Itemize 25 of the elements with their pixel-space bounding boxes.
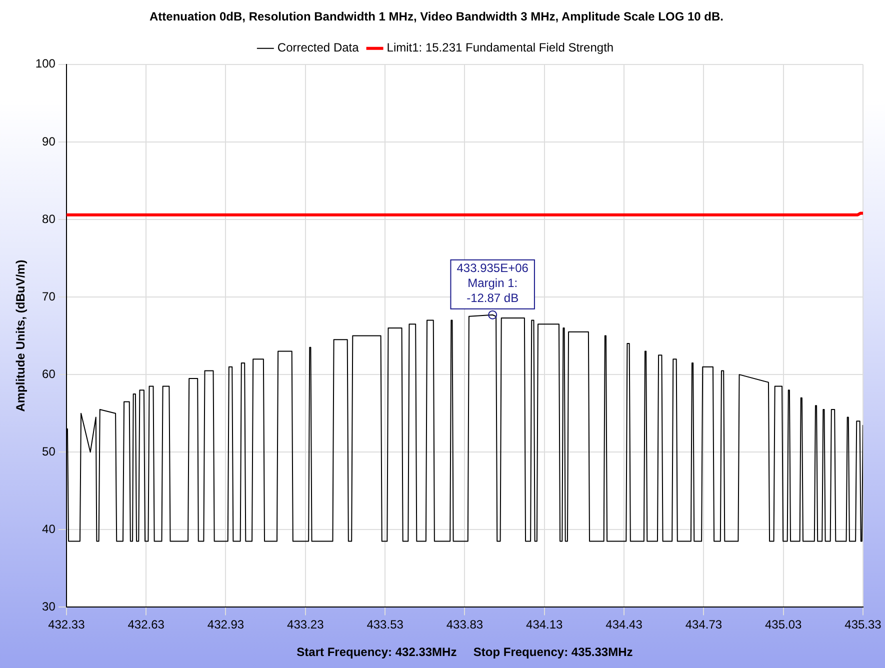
- x-tick-label: 432.33: [48, 618, 86, 632]
- x-tick-label: 432.93: [207, 618, 244, 632]
- chart-title: Attenuation 0dB, Resolution Bandwidth 1 MHz, Video Bandwidth 3 MHz, Amplitude Scale LOG 10 dB.: [149, 10, 724, 24]
- x-tick-label: 434.43: [606, 618, 643, 632]
- x-tick-label: 433.23: [287, 618, 324, 632]
- y-tick-label: 40: [42, 522, 56, 536]
- legend-label: Limit1: 15.231 Fundamental Field Strength: [386, 40, 614, 55]
- legend-label: Corrected Data: [277, 40, 360, 55]
- y-axis-title: Amplitude Units, (dBuV/m): [14, 260, 28, 412]
- x-tick-label: 434.13: [526, 618, 564, 632]
- y-tick-label: 30: [42, 600, 56, 614]
- y-tick-label: 100: [35, 56, 56, 71]
- x-tick-label: 433.83: [446, 618, 484, 632]
- x-tick-label: 432.63: [128, 618, 165, 632]
- y-tick-label: 70: [42, 289, 56, 304]
- x-tick-label: 435.03: [764, 618, 802, 632]
- x-tick-label: 434.73: [685, 618, 722, 632]
- x-tick-label: 433.53: [366, 618, 404, 632]
- y-tick-label: 80: [42, 212, 56, 226]
- x-axis-title: Start Frequency: 432.33MHz Stop Frequency: 435.33MHz: [296, 645, 633, 660]
- y-tick-label: 90: [42, 134, 56, 148]
- y-tick-label: 60: [42, 366, 56, 381]
- y-tick-label: 50: [42, 444, 56, 458]
- annotation: 433.935E+06 Margin 1: -12.87 dB: [456, 261, 529, 306]
- x-tick-label: 435.33: [844, 618, 882, 632]
